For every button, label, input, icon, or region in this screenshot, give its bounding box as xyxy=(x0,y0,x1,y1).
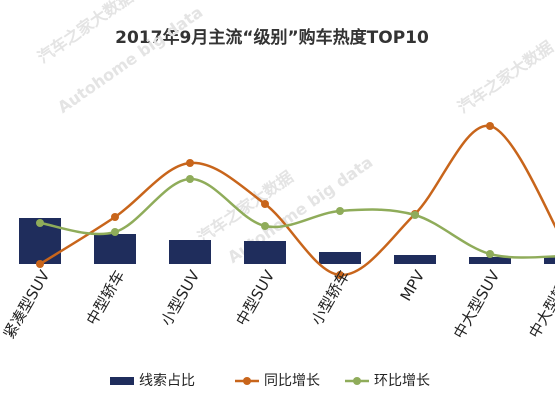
legend-swatch xyxy=(110,377,134,385)
x-tick-label: MPV xyxy=(397,267,429,305)
x-tick-label: 小型SUV xyxy=(157,267,203,329)
line-point xyxy=(36,219,44,227)
bar xyxy=(544,257,555,264)
line-point xyxy=(111,213,119,221)
bar xyxy=(319,252,361,264)
line-point xyxy=(36,260,44,268)
legend-label: 线索占比 xyxy=(139,372,195,389)
watermark: 汽车之家大数据 xyxy=(454,37,555,117)
line-point xyxy=(111,228,119,236)
line-point xyxy=(261,200,269,208)
x-tick-label: 中大型SUV xyxy=(450,267,504,342)
legend-item: 环比增长 xyxy=(345,373,430,389)
x-tick-label: 中型SUV xyxy=(232,267,278,329)
legend-swatch xyxy=(353,377,361,385)
line-point xyxy=(486,250,494,258)
line-point xyxy=(411,211,419,219)
legend-item: 线索占比 xyxy=(110,372,195,389)
line-point xyxy=(486,122,494,130)
x-tick-label: 中型轿车 xyxy=(83,267,129,328)
watermark-sub: Autohome big data xyxy=(54,2,206,117)
watermark: 汽车之家大数据 xyxy=(194,167,297,247)
x-tick-label: 中大型轿车 xyxy=(525,267,555,341)
line-point xyxy=(336,271,344,279)
legend-swatch xyxy=(243,377,251,385)
bar xyxy=(244,241,286,264)
bar xyxy=(394,255,436,264)
line-point xyxy=(261,222,269,230)
bar xyxy=(469,257,511,264)
x-tick-label: 小型轿车 xyxy=(308,267,354,328)
chart-title: 2017年9月主流“级别”购车热度TOP10 xyxy=(115,27,429,48)
bar xyxy=(94,234,136,264)
legend-item: 同比增长 xyxy=(235,373,320,389)
line xyxy=(39,177,555,259)
line-point xyxy=(336,207,344,215)
x-tick-label: 紧凑型SUV xyxy=(0,267,54,342)
line-point xyxy=(186,175,194,183)
line-point xyxy=(186,159,194,167)
legend-label: 同比增长 xyxy=(264,373,320,389)
bar xyxy=(169,240,211,264)
legend-label: 环比增长 xyxy=(374,373,430,389)
